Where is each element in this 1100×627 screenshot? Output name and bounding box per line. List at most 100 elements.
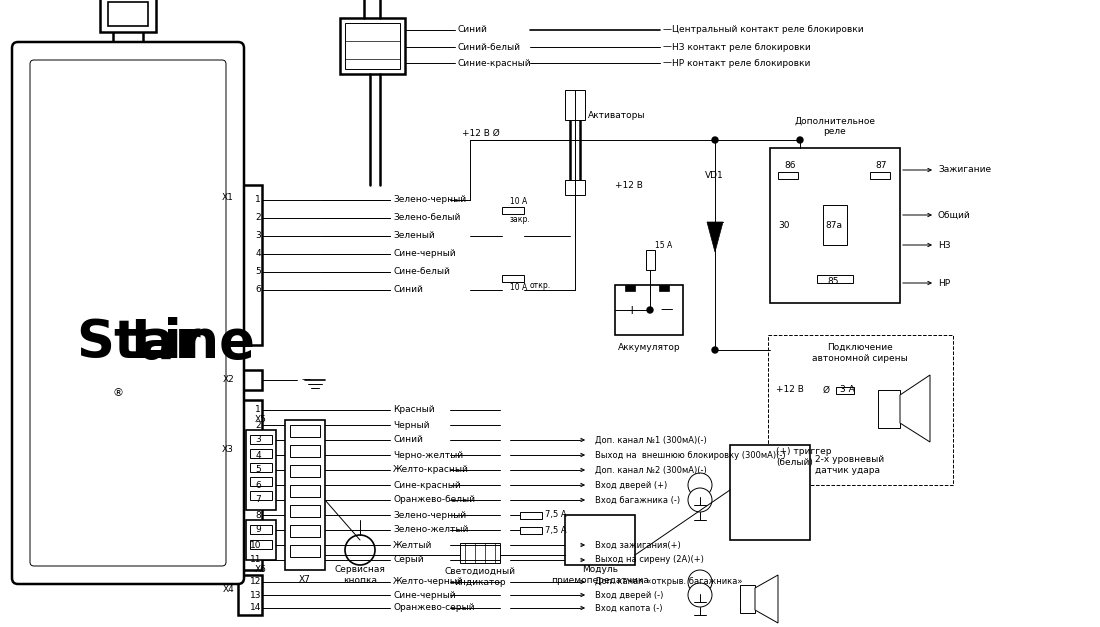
Bar <box>290 465 320 477</box>
Text: Выход на  внешнюю блокировку (300мА)(-): Выход на внешнюю блокировку (300мА)(-) <box>595 451 785 460</box>
Bar <box>870 172 890 179</box>
FancyBboxPatch shape <box>30 60 225 566</box>
Bar <box>740 585 755 613</box>
Text: Подключение
автономной сирены: Подключение автономной сирены <box>812 344 907 362</box>
Bar <box>345 23 400 69</box>
Text: закр.: закр. <box>510 216 530 224</box>
Text: 10 А: 10 А <box>510 283 527 293</box>
Text: 13: 13 <box>250 591 261 599</box>
Text: Зажигание: Зажигание <box>938 166 991 174</box>
Text: +12 В: +12 В <box>615 181 642 189</box>
Text: Зелено-желтый: Зелено-желтый <box>393 525 469 534</box>
Bar <box>836 387 854 394</box>
Bar <box>615 285 683 335</box>
Bar <box>285 420 324 570</box>
Text: 3: 3 <box>255 436 261 445</box>
Text: 15 А: 15 А <box>654 241 672 250</box>
Circle shape <box>647 307 653 313</box>
Bar <box>290 525 320 537</box>
Bar <box>817 275 852 283</box>
Bar <box>520 512 542 519</box>
Bar <box>290 545 320 557</box>
Text: VD1: VD1 <box>705 171 724 179</box>
Bar <box>659 285 669 291</box>
Text: 3 А: 3 А <box>840 386 855 394</box>
Text: 10 А: 10 А <box>510 198 527 206</box>
Text: Синий: Синий <box>393 436 422 445</box>
Text: 1: 1 <box>255 406 261 414</box>
Text: Зеленый: Зеленый <box>393 231 434 241</box>
Bar <box>246 430 276 510</box>
Circle shape <box>588 528 612 552</box>
Text: Черно-желтый: Черно-желтый <box>393 451 463 460</box>
Text: Общий: Общий <box>938 211 970 219</box>
Text: Сине-черный: Сине-черный <box>393 250 455 258</box>
Circle shape <box>757 455 773 471</box>
Text: НЗ: НЗ <box>938 241 950 250</box>
Bar <box>250 525 272 534</box>
Circle shape <box>737 455 754 471</box>
Text: 6: 6 <box>255 480 261 490</box>
Circle shape <box>798 137 803 143</box>
Text: X3: X3 <box>222 446 234 455</box>
Text: Доп. канал №2 (300мА)(-): Доп. канал №2 (300мА)(-) <box>595 465 706 475</box>
Text: Ø: Ø <box>823 386 830 394</box>
Text: Зелено-черный: Зелено-черный <box>393 196 466 204</box>
Bar <box>250 463 272 472</box>
Text: Вход дверей (+): Вход дверей (+) <box>595 480 668 490</box>
Text: 86: 86 <box>784 162 795 171</box>
Text: Сине-белый: Сине-белый <box>393 268 450 277</box>
Bar <box>878 390 900 428</box>
Text: Серый: Серый <box>393 556 424 564</box>
Bar <box>502 207 524 214</box>
Bar <box>768 335 953 485</box>
Text: 12: 12 <box>250 577 261 586</box>
Circle shape <box>688 473 712 497</box>
Circle shape <box>345 535 375 565</box>
Text: —: — <box>663 26 672 34</box>
Text: Синий: Синий <box>456 26 487 34</box>
Text: 7: 7 <box>255 495 261 505</box>
Text: 87a: 87a <box>825 221 842 229</box>
Polygon shape <box>707 222 723 252</box>
Text: X2: X2 <box>222 376 234 384</box>
Text: Сервисная
кнопка: Сервисная кнопка <box>334 566 385 585</box>
Text: НР: НР <box>938 278 950 288</box>
Text: Дополнительное
реле: Дополнительное реле <box>794 116 876 135</box>
Text: 87: 87 <box>874 162 887 171</box>
Text: Доп. канал «открыв. багажника»: Доп. канал «открыв. багажника» <box>595 577 742 586</box>
Bar <box>238 575 262 615</box>
Text: Красный: Красный <box>393 406 434 414</box>
Circle shape <box>688 570 712 594</box>
Text: 10: 10 <box>250 540 261 549</box>
FancyBboxPatch shape <box>12 42 244 584</box>
Bar <box>250 449 272 458</box>
Text: X7: X7 <box>299 576 311 584</box>
Text: Сине-красный: Сине-красный <box>393 480 461 490</box>
Bar <box>823 205 847 245</box>
Text: 2: 2 <box>255 214 261 223</box>
Text: Зелено-черный: Зелено-черный <box>393 510 466 520</box>
Text: 85: 85 <box>827 277 838 285</box>
Text: X6: X6 <box>255 566 267 574</box>
Text: 6: 6 <box>255 285 261 295</box>
Text: Синие-красный: Синие-красный <box>456 58 530 68</box>
Polygon shape <box>755 575 778 623</box>
Text: 4: 4 <box>255 250 261 258</box>
Text: +12 В: +12 В <box>776 386 804 394</box>
Text: Модуль
приемопередатчика: Модуль приемопередатчика <box>551 566 649 585</box>
Bar <box>520 527 542 534</box>
Text: 2: 2 <box>255 421 261 429</box>
Text: Выход на сирену (2А)(+): Выход на сирену (2А)(+) <box>595 556 704 564</box>
Text: 2-х уровневый
датчик удара: 2-х уровневый датчик удара <box>815 455 884 475</box>
Bar <box>502 275 524 282</box>
Text: Желто-красный: Желто-красный <box>393 465 469 475</box>
Circle shape <box>747 482 763 498</box>
Text: Аккумулятор: Аккумулятор <box>618 342 680 352</box>
Text: Оранжево-серый: Оранжево-серый <box>393 604 474 613</box>
Text: НЗ контакт реле блокировки: НЗ контакт реле блокировки <box>672 43 811 51</box>
Circle shape <box>688 583 712 607</box>
Text: Вход зажигания(+): Вход зажигания(+) <box>595 540 681 549</box>
Bar <box>565 180 585 195</box>
Bar <box>565 90 585 120</box>
